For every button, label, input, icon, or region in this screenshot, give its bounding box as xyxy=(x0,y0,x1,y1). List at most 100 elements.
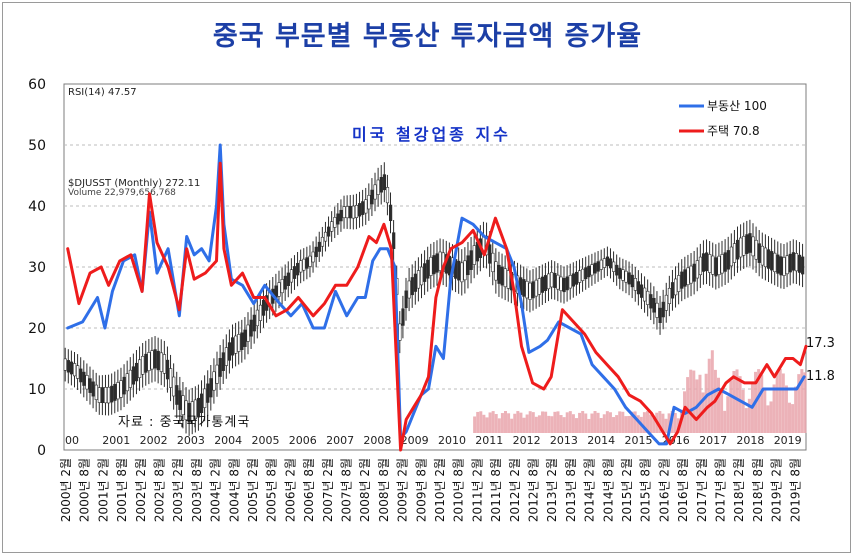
candle-body xyxy=(76,365,80,379)
candle-body xyxy=(305,257,309,269)
candle-body xyxy=(178,390,182,410)
candle-body xyxy=(457,260,461,281)
volume-bar xyxy=(562,417,566,433)
volume-bar xyxy=(513,413,517,433)
x-tick-label: 2018년 2월 xyxy=(732,458,746,522)
candle-body xyxy=(556,274,560,290)
candle-body xyxy=(379,177,383,193)
volume-bar xyxy=(664,418,668,433)
volume-bar xyxy=(732,370,736,433)
candle-body xyxy=(296,262,300,276)
candle-body xyxy=(686,267,690,286)
x-tick-label: 2003년 2월 xyxy=(171,458,185,522)
candle-body xyxy=(543,275,548,291)
candle-body xyxy=(565,276,569,291)
volume-bar xyxy=(636,415,640,433)
candle-body xyxy=(581,268,585,281)
x-tick-label: 2014년 2월 xyxy=(583,458,597,522)
x-tick-label: 2015년 2월 xyxy=(620,458,634,522)
candle-body xyxy=(608,258,613,269)
volume-bar xyxy=(726,396,730,433)
candle-body xyxy=(568,274,572,289)
volume-bar xyxy=(519,412,523,433)
candle-body xyxy=(618,267,622,279)
candle-body xyxy=(407,280,411,299)
x-tick-label: 2000년 8월 xyxy=(78,458,92,522)
candle-body xyxy=(577,270,582,283)
candle-body xyxy=(797,254,802,273)
volume-bar xyxy=(757,369,761,433)
volume-bar xyxy=(624,416,628,433)
candle-body xyxy=(674,278,678,296)
candle-body xyxy=(187,402,191,423)
candle-body xyxy=(144,353,148,373)
candle-body xyxy=(534,279,538,297)
volume-bar xyxy=(692,370,696,433)
volume-bar xyxy=(571,414,575,433)
candle-body xyxy=(212,371,216,391)
volume-bar xyxy=(556,411,560,433)
candle-body xyxy=(711,255,715,275)
candle-body xyxy=(698,256,703,276)
x-tick-label: 2012년 2월 xyxy=(508,458,522,522)
candle-body xyxy=(280,279,284,294)
y-tick-label: 50 xyxy=(28,138,46,154)
volume-bar xyxy=(729,380,733,433)
volume-bar xyxy=(612,417,616,433)
candle-body xyxy=(447,255,452,276)
volume-bar xyxy=(500,413,504,433)
candle-body xyxy=(736,239,740,260)
candle-body xyxy=(708,254,712,273)
candle-body xyxy=(314,246,318,258)
candle-body xyxy=(156,350,160,371)
candle-body xyxy=(231,337,235,356)
candle-body xyxy=(429,256,433,276)
candle-body xyxy=(320,236,325,247)
inner-year-label: 2009 xyxy=(401,434,429,447)
x-tick-label: 2002년 8월 xyxy=(153,458,167,522)
candle-body xyxy=(537,278,541,295)
candle-body xyxy=(627,272,631,285)
grid-lines xyxy=(64,144,806,390)
candle-body xyxy=(94,384,98,400)
candle-body xyxy=(584,267,588,280)
volume-bar xyxy=(544,411,548,433)
x-tick-label: 2001년 2월 xyxy=(96,458,110,522)
candle-body xyxy=(630,274,634,288)
volume-bar xyxy=(488,412,492,433)
volume-bar xyxy=(602,414,606,433)
candle-body xyxy=(695,260,699,279)
x-tick-label: 2004년 8월 xyxy=(227,458,241,522)
end-label-housing: 17.3 xyxy=(806,336,835,351)
candle-body xyxy=(782,257,786,276)
candle-body xyxy=(200,393,204,414)
candle-body xyxy=(531,281,535,299)
volume-bar xyxy=(608,412,612,433)
candle-body xyxy=(701,253,706,272)
volume-bar xyxy=(720,392,724,433)
candle-body xyxy=(97,387,101,403)
candle-body xyxy=(159,352,163,372)
candle-body xyxy=(351,205,356,219)
candle-body xyxy=(308,255,312,267)
volume-bar xyxy=(550,416,554,433)
inner-year-label: 2019 xyxy=(774,434,802,447)
candle-body xyxy=(169,368,173,388)
volume-bar xyxy=(534,416,538,433)
volume-bar xyxy=(525,414,529,433)
candle-body xyxy=(649,294,653,309)
candle-body xyxy=(624,270,628,283)
candle-body xyxy=(739,237,743,258)
candle-body xyxy=(643,287,647,302)
inner-year-label: 2017 xyxy=(699,434,727,447)
candle-body xyxy=(658,307,662,323)
legend-label-realestate: 부동산 100 xyxy=(707,99,767,113)
candle-body xyxy=(172,376,176,397)
volume-bar xyxy=(559,415,563,433)
candle-body xyxy=(528,282,532,300)
candle-body xyxy=(122,376,126,395)
candle-body xyxy=(794,253,799,272)
volume-bar xyxy=(744,408,748,433)
candle-body xyxy=(258,304,263,321)
inner-year-label: 2010 xyxy=(438,434,466,447)
